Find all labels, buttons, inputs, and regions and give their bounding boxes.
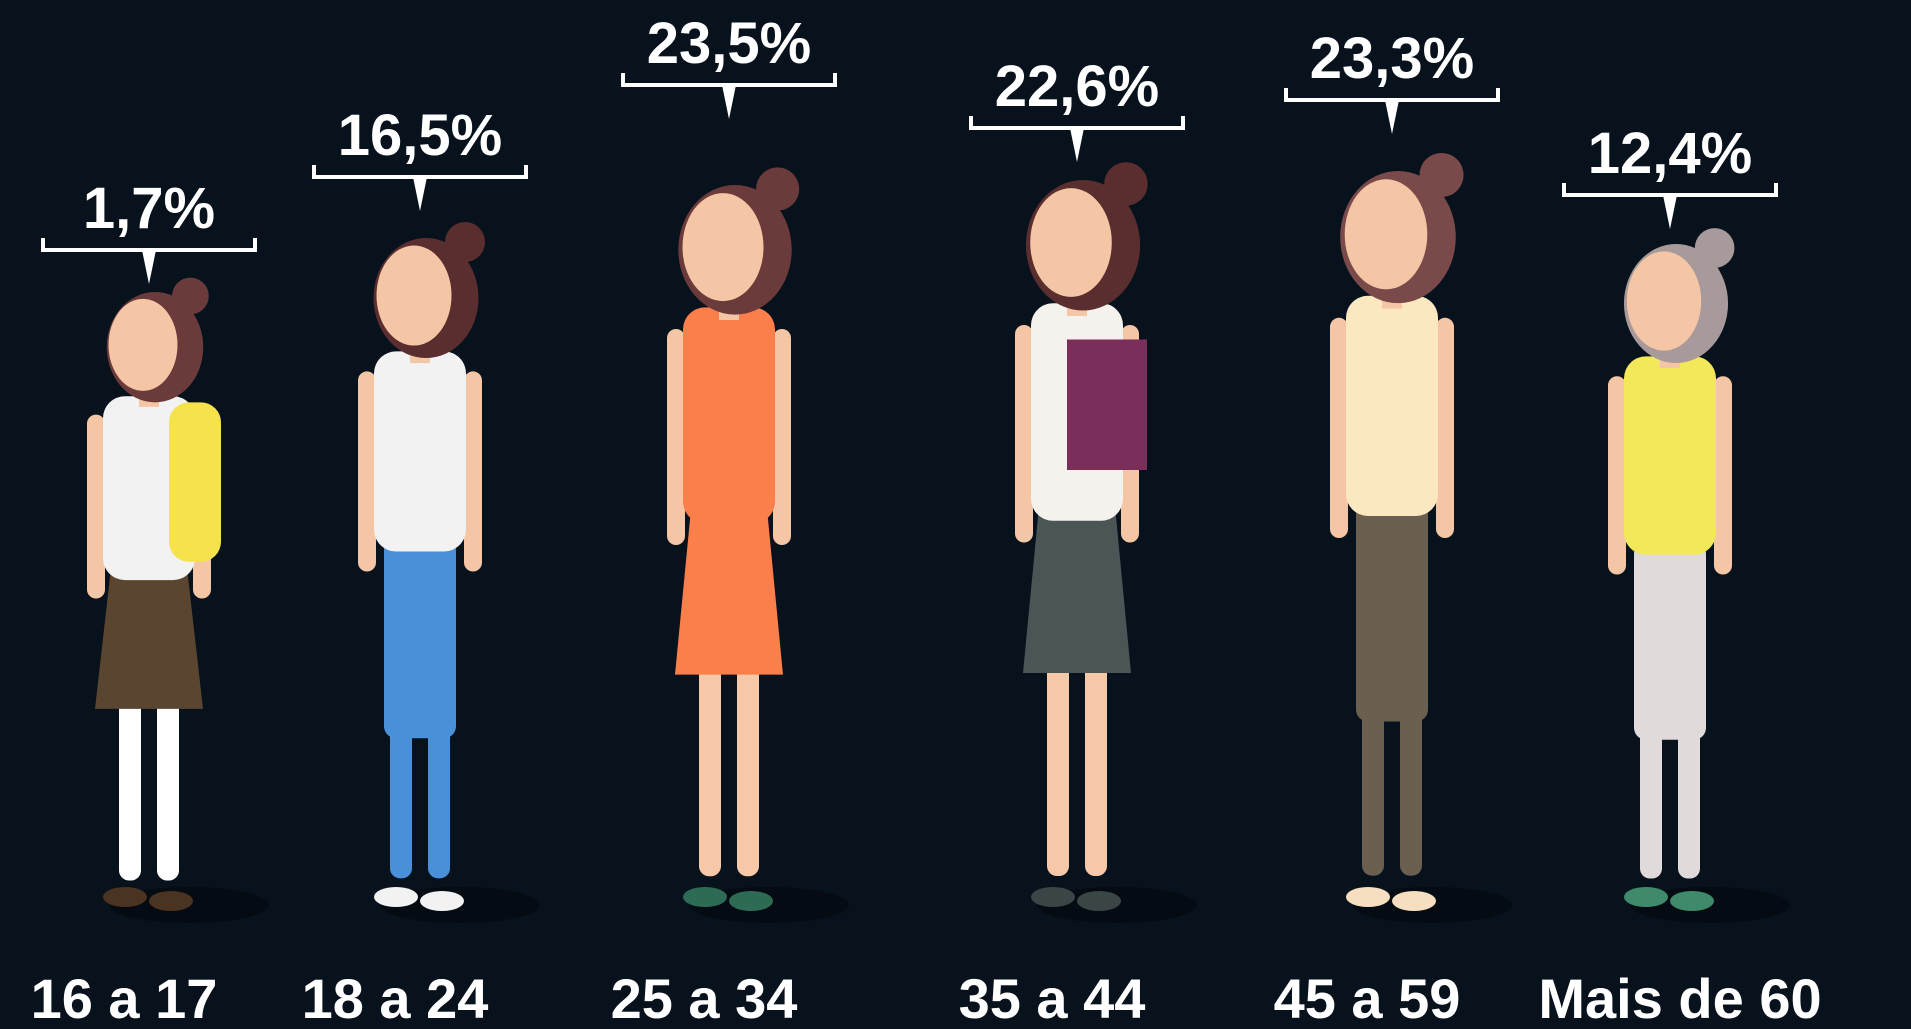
shoe — [374, 887, 418, 907]
category-label: 35 a 44 — [959, 967, 1146, 1029]
leg — [157, 697, 179, 881]
torso — [1346, 296, 1438, 516]
pants — [384, 538, 456, 738]
value-label: 12,4% — [1588, 121, 1752, 186]
category-label: 45 a 59 — [1274, 967, 1461, 1029]
hair-bun — [445, 222, 485, 262]
shoe — [1077, 891, 1121, 911]
shoe — [420, 891, 464, 911]
shoe — [149, 891, 193, 911]
value-label: 1,7% — [83, 176, 215, 241]
shoe — [1392, 891, 1436, 911]
arm — [1436, 318, 1454, 538]
arm — [1608, 376, 1626, 574]
face — [1627, 251, 1701, 350]
arm — [464, 371, 482, 571]
category-label: 25 a 34 — [611, 967, 798, 1029]
face — [1030, 188, 1112, 297]
leg — [737, 660, 759, 876]
category-label: Mais de 60 — [1538, 967, 1821, 1029]
skirt — [675, 509, 783, 675]
infographic: 1,7% 16 a 17 16,5% 18 a 24 23,5% 25 a 34 22,6%… — [0, 0, 1911, 1029]
shoe — [1624, 887, 1668, 907]
torso — [374, 351, 466, 551]
shoe — [1670, 891, 1714, 911]
shoe — [683, 887, 727, 907]
leg — [119, 697, 141, 881]
shoe — [729, 891, 773, 911]
category-label: 18 a 24 — [302, 967, 489, 1029]
arm — [1714, 376, 1732, 574]
skirt — [1023, 506, 1131, 673]
leg — [1085, 659, 1107, 877]
face — [683, 193, 764, 301]
hair-bun — [1695, 228, 1735, 268]
arm — [1015, 325, 1033, 543]
shoe — [103, 887, 147, 907]
value-label: 23,5% — [647, 11, 811, 76]
hair-bun — [756, 167, 799, 210]
value-label: 22,6% — [995, 54, 1159, 119]
arm — [358, 371, 376, 571]
skirt — [95, 568, 203, 709]
shoe — [1346, 887, 1390, 907]
folder — [1067, 340, 1147, 471]
hair-bun — [172, 278, 209, 315]
value-label: 23,3% — [1310, 26, 1474, 91]
pants — [1356, 501, 1428, 721]
torso — [1624, 356, 1716, 554]
value-label: 16,5% — [338, 103, 502, 168]
shoe — [1031, 887, 1075, 907]
leg — [1047, 659, 1069, 877]
face — [376, 246, 451, 346]
arm — [773, 329, 791, 545]
arm — [1330, 318, 1348, 538]
arm — [87, 415, 105, 599]
hair-bun — [1420, 153, 1464, 197]
pants — [1634, 541, 1706, 739]
hair-bun — [1104, 162, 1148, 206]
face — [1345, 179, 1428, 289]
face — [109, 299, 178, 391]
backpack — [169, 402, 221, 561]
torso — [683, 307, 775, 523]
leg — [699, 660, 721, 876]
category-label: 16 a 17 — [31, 967, 218, 1029]
arm — [667, 329, 685, 545]
